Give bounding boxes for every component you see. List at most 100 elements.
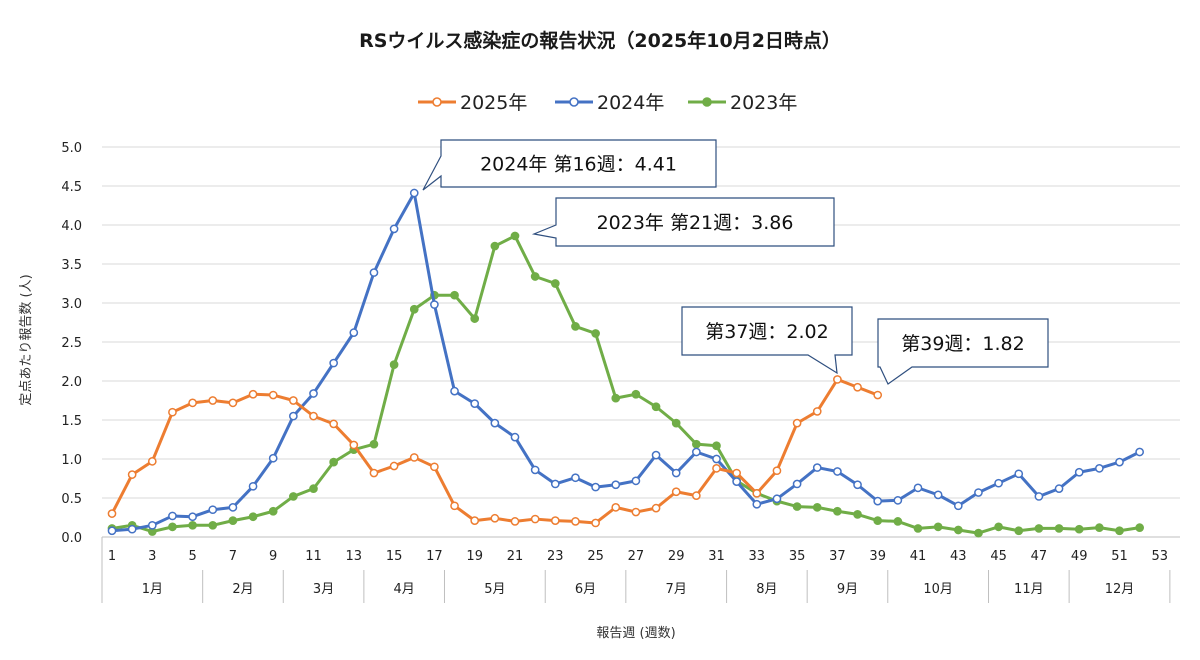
data-point <box>107 509 117 518</box>
data-point <box>168 407 177 417</box>
data-point <box>450 386 459 396</box>
callout-1: 2024年 第16週：4.41 <box>422 139 717 191</box>
data-point <box>692 447 701 457</box>
legend-item: 2024年 <box>555 92 664 114</box>
callouts: 2024年 第16週：4.41 2023年 第21週：3.86 第37週：2.02 第… <box>422 139 1049 385</box>
data-point <box>913 524 923 533</box>
x-tick-label: 29 <box>668 549 685 564</box>
data-point <box>671 468 681 478</box>
data-point <box>591 329 600 338</box>
data-point <box>168 522 177 532</box>
data-point <box>268 453 278 463</box>
data-point <box>268 506 278 516</box>
data-point <box>792 479 802 489</box>
data-point <box>571 322 580 331</box>
data-point <box>1074 467 1084 477</box>
data-point <box>853 382 862 392</box>
callout-text: 2023年 第21週：3.86 <box>597 212 794 234</box>
data-point <box>550 516 560 525</box>
data-point <box>208 520 218 530</box>
data-point <box>732 468 742 478</box>
data-point <box>107 526 117 536</box>
month-label: 7月 <box>666 582 687 597</box>
x-tick-label: 27 <box>628 549 645 564</box>
legend-label: 2024年 <box>597 92 664 114</box>
series-2023年 <box>107 231 1145 538</box>
data-point <box>450 290 459 300</box>
data-point <box>913 483 923 493</box>
data-point <box>611 503 621 512</box>
data-point <box>1014 526 1024 536</box>
data-point <box>772 494 782 504</box>
x-tick-label: 9 <box>269 549 277 564</box>
data-point <box>309 411 318 421</box>
x-tick-label: 31 <box>708 549 725 564</box>
data-point <box>671 418 681 428</box>
data-point <box>1054 484 1064 493</box>
data-point <box>329 457 338 467</box>
y-tick-label: 1.0 <box>61 453 82 468</box>
data-point <box>147 520 157 530</box>
data-point <box>470 516 480 525</box>
data-point <box>792 418 802 428</box>
month-label: 4月 <box>394 582 415 597</box>
data-point <box>147 456 157 466</box>
month-label: 2月 <box>232 582 253 597</box>
data-point <box>933 490 943 500</box>
callout-3: 第37週：2.02 <box>681 306 853 375</box>
month-label: 10月 <box>923 582 953 597</box>
data-point <box>611 480 621 490</box>
month-label: 5月 <box>484 582 505 597</box>
callout-2: 2023年 第21週：3.86 <box>531 197 835 247</box>
data-point <box>833 467 842 476</box>
data-point <box>812 503 822 512</box>
y-axis-label: 定点あたり報告数 (人) <box>19 274 34 405</box>
y-tick-label: 1.5 <box>61 414 82 429</box>
data-point <box>571 473 580 483</box>
data-point <box>772 466 782 476</box>
series-2024年 <box>107 188 1145 536</box>
data-point <box>490 418 500 428</box>
x-tick-label: 13 <box>346 549 363 564</box>
data-point <box>409 453 419 462</box>
x-axis: 1 3 5 7 9 11 13 15 17 19 21 23 25 27 29 31 33 35 37 39 41 43 4… <box>101 536 1180 603</box>
data-point <box>530 272 540 281</box>
data-point <box>1135 447 1145 457</box>
data-point <box>933 522 943 532</box>
data-point <box>1095 523 1104 532</box>
data-point <box>651 402 661 412</box>
x-tick-label: 37 <box>829 549 846 564</box>
x-tick-label: 17 <box>426 549 443 564</box>
data-point <box>268 390 278 400</box>
callout-box <box>422 139 717 191</box>
data-point <box>470 314 480 323</box>
data-point <box>430 462 439 472</box>
data-point <box>631 476 641 486</box>
data-point <box>409 304 419 314</box>
data-point <box>550 479 560 489</box>
legend-label: 2025年 <box>460 92 527 114</box>
data-point <box>329 358 338 368</box>
x-tick-label: 49 <box>1071 549 1088 564</box>
data-point <box>611 393 621 403</box>
data-point <box>550 279 560 288</box>
x-tick-label: 39 <box>869 549 886 564</box>
data-point <box>571 517 580 526</box>
y-tick-label: 4.0 <box>61 219 82 234</box>
data-point <box>188 520 197 530</box>
x-tick-label: 1 <box>108 549 116 564</box>
data-point <box>651 450 661 460</box>
x-tick-label: 41 <box>910 549 927 564</box>
callout-box <box>681 306 853 375</box>
data-point <box>389 360 399 369</box>
data-point <box>490 241 500 251</box>
data-point <box>812 463 822 472</box>
legend-item: 2023年 <box>688 92 797 114</box>
legend-label: 2023年 <box>730 92 797 114</box>
x-tick-label: 51 <box>1111 549 1128 564</box>
month-label: 12月 <box>1105 582 1135 597</box>
data-point <box>248 512 258 522</box>
data-point <box>208 396 218 405</box>
y-tick-label: 0.0 <box>61 531 82 546</box>
